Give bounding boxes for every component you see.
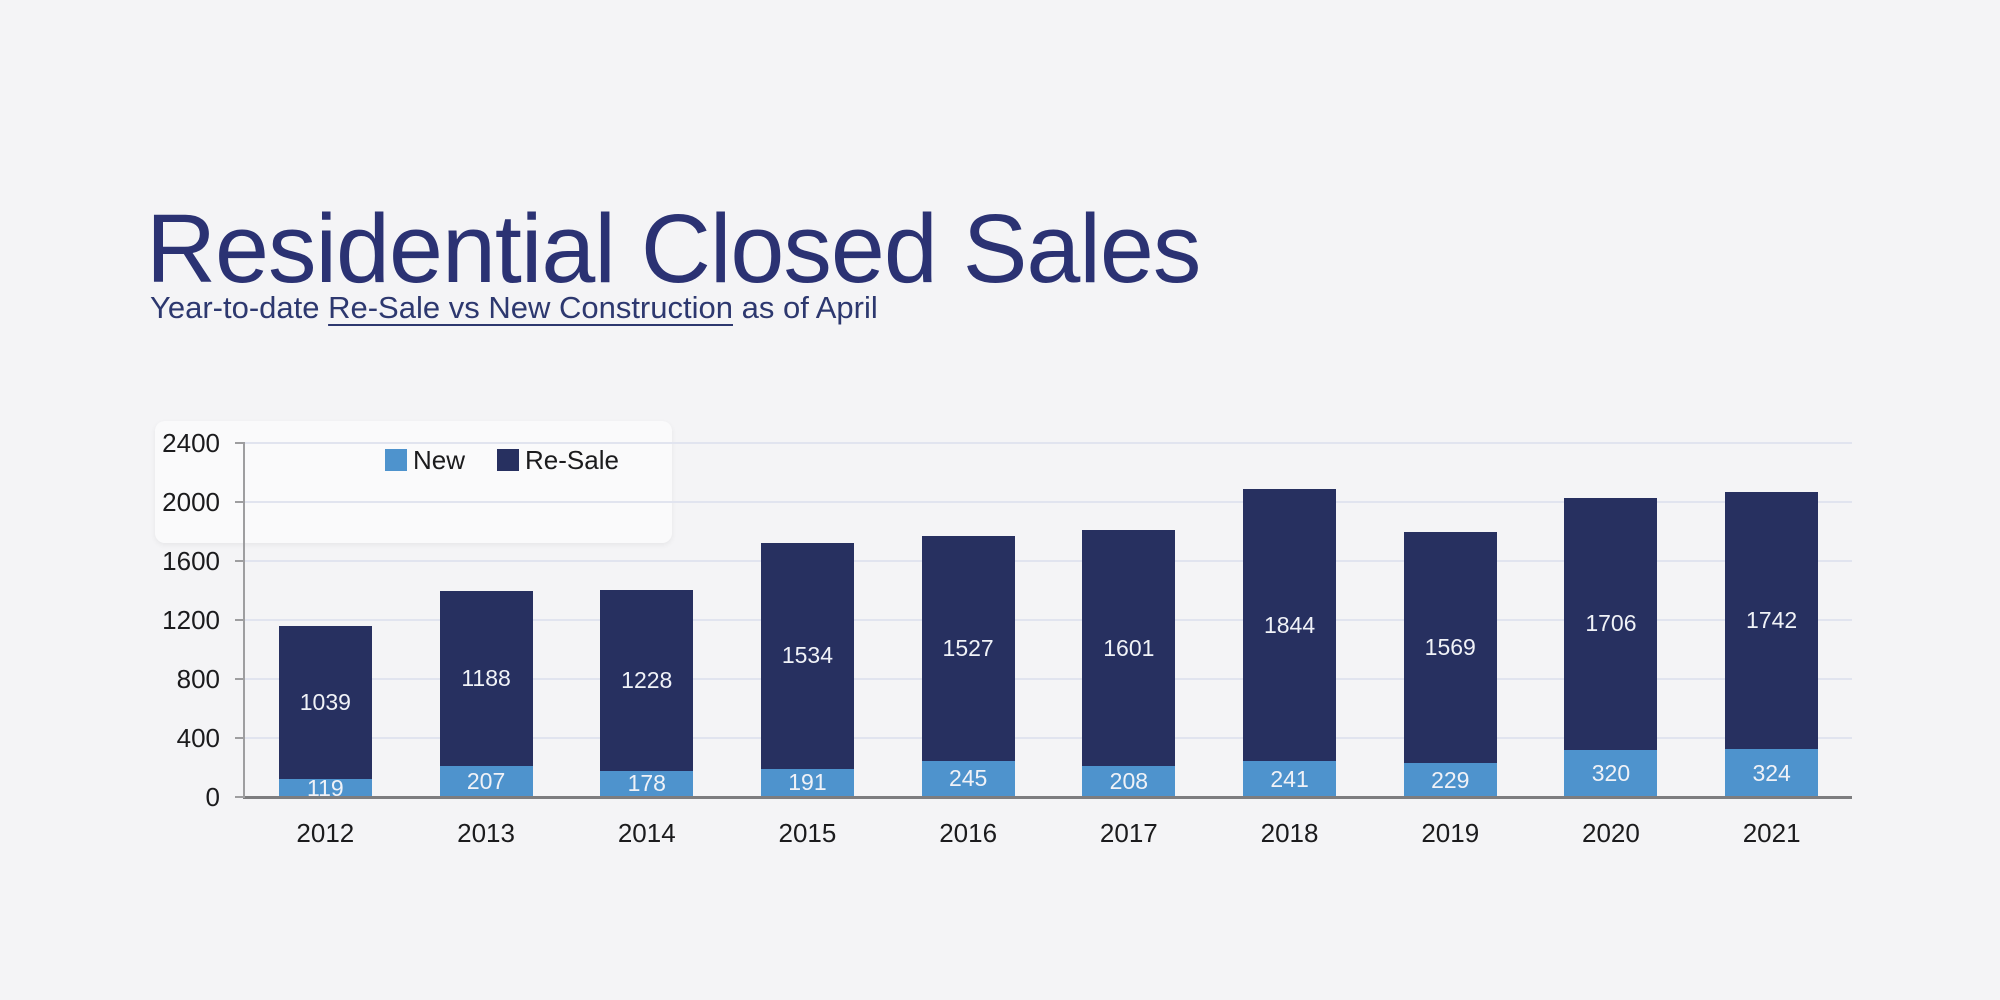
bar-value-label: 1569 xyxy=(1424,633,1476,660)
bar-segment-new-2015: 191 xyxy=(760,768,854,797)
legend-item-re-sale: Re-Sale xyxy=(497,447,619,473)
bar-value-label: 1039 xyxy=(299,689,351,716)
y-axis-tick-label: 2000 xyxy=(162,487,220,517)
subtitle-suffix: as of April xyxy=(732,290,878,325)
y-axis-tick-label: 2400 xyxy=(162,428,220,458)
x-axis-label-2020: 2020 xyxy=(1582,818,1640,848)
legend-label: New xyxy=(413,445,466,475)
bar-segment-new-2020: 320 xyxy=(1564,749,1658,797)
gridline xyxy=(245,442,1852,444)
x-axis-label-2016: 2016 xyxy=(939,818,998,848)
x-axis-label-2021: 2021 xyxy=(1742,818,1801,848)
gridline xyxy=(245,678,1852,680)
x-axis-line xyxy=(243,796,1852,799)
bar-value-label: 1228 xyxy=(621,666,673,693)
gridline xyxy=(245,501,1852,503)
y-axis-tick xyxy=(235,501,245,503)
y-axis-tick xyxy=(235,560,245,562)
y-axis-tick xyxy=(235,619,245,621)
chart-legend: New Re-Sale xyxy=(385,447,619,473)
subtitle-prefix: Year-to-date xyxy=(150,290,329,325)
y-axis-tick-label: 0 xyxy=(205,782,220,812)
bar-segment-re-sale-2012: 1039 xyxy=(278,626,372,780)
bar-segment-new-2016: 245 xyxy=(921,760,1015,797)
bar-segment-new-2017: 208 xyxy=(1082,766,1176,797)
bar-value-label: 178 xyxy=(627,770,666,797)
bar-value-label: 119 xyxy=(307,774,344,801)
y-axis-tick-label: 1600 xyxy=(162,546,220,576)
bar-segment-new-2014: 178 xyxy=(600,770,694,797)
bar-segment-re-sale-2015: 1534 xyxy=(760,542,854,769)
bar-segment-re-sale-2017: 1601 xyxy=(1082,530,1176,767)
bar-segment-re-sale-2019: 1569 xyxy=(1403,531,1497,764)
x-axis-label-2013: 2013 xyxy=(457,818,515,848)
y-axis-tick xyxy=(235,678,245,680)
bar-segment-re-sale-2020: 1706 xyxy=(1564,498,1658,750)
bar-value-label: 1527 xyxy=(942,634,994,661)
legend-swatch-icon xyxy=(385,449,407,471)
y-axis-tick-label: 400 xyxy=(176,723,220,753)
subtitle-underlined-text: Re-Sale vs New Construction xyxy=(328,290,733,325)
gridline xyxy=(245,737,1852,739)
bar-segment-new-2019: 229 xyxy=(1403,763,1497,797)
legend-swatch-icon xyxy=(497,449,520,471)
bar-value-label: 241 xyxy=(1270,765,1309,792)
bar-segment-re-sale-2021: 1742 xyxy=(1725,492,1819,750)
bar-value-label: 1706 xyxy=(1585,610,1637,637)
bar-value-label: 207 xyxy=(466,768,506,795)
bar-value-label: 208 xyxy=(1109,768,1149,795)
x-axis-label-2017: 2017 xyxy=(1099,818,1158,848)
bar-value-label: 1534 xyxy=(781,642,834,669)
x-axis-label-2012: 2012 xyxy=(296,818,355,848)
y-axis-tick xyxy=(235,796,245,798)
bar-segment-new-2018: 241 xyxy=(1243,761,1337,797)
x-axis-label-2018: 2018 xyxy=(1260,818,1319,848)
y-axis-tick-label: 800 xyxy=(176,664,220,694)
bar-segment-new-2012: 119 xyxy=(278,774,372,801)
bar-value-label: 1742 xyxy=(1746,607,1798,634)
bar-value-label: 191 xyxy=(788,769,827,796)
legend-label: Re-Sale xyxy=(525,445,619,475)
decorative-highlight-box xyxy=(155,421,672,543)
bar-value-label: 1844 xyxy=(1263,611,1316,638)
bar-segment-new-2013: 207 xyxy=(439,766,533,797)
bar-value-label: 320 xyxy=(1591,759,1631,786)
x-axis-label-2015: 2015 xyxy=(778,818,837,848)
y-axis-tick xyxy=(235,737,245,739)
bar-value-label: 245 xyxy=(948,765,988,792)
bar-segment-new-2021: 324 xyxy=(1725,749,1819,797)
gridline xyxy=(245,560,1852,562)
bar-segment-re-sale-2014: 1228 xyxy=(600,589,694,771)
bar-segment-re-sale-2016: 1527 xyxy=(921,535,1015,761)
legend-item-new: New xyxy=(385,447,465,473)
bar-value-label: 229 xyxy=(1431,766,1470,793)
page-subtitle: Year-to-date Re-Sale vs New Construction… xyxy=(150,292,878,323)
x-axis-label-2019: 2019 xyxy=(1421,818,1480,848)
bar-value-label: 1188 xyxy=(461,665,511,692)
y-axis-tick-label: 1200 xyxy=(162,605,220,635)
page-title: Residential Closed Sales xyxy=(146,193,1201,303)
bar-value-label: 324 xyxy=(1752,759,1791,786)
x-axis-label-2014: 2014 xyxy=(617,818,676,848)
plot-area: New Re-Sale 0 400 800 1200 1600 2000 2400 119 103… xyxy=(162,428,1852,848)
bar-segment-re-sale-2013: 1188 xyxy=(439,591,533,767)
bar-value-label: 1601 xyxy=(1103,634,1155,661)
y-axis-tick xyxy=(235,442,245,444)
bar-segment-re-sale-2018: 1844 xyxy=(1243,489,1337,762)
gridline xyxy=(245,619,1852,621)
